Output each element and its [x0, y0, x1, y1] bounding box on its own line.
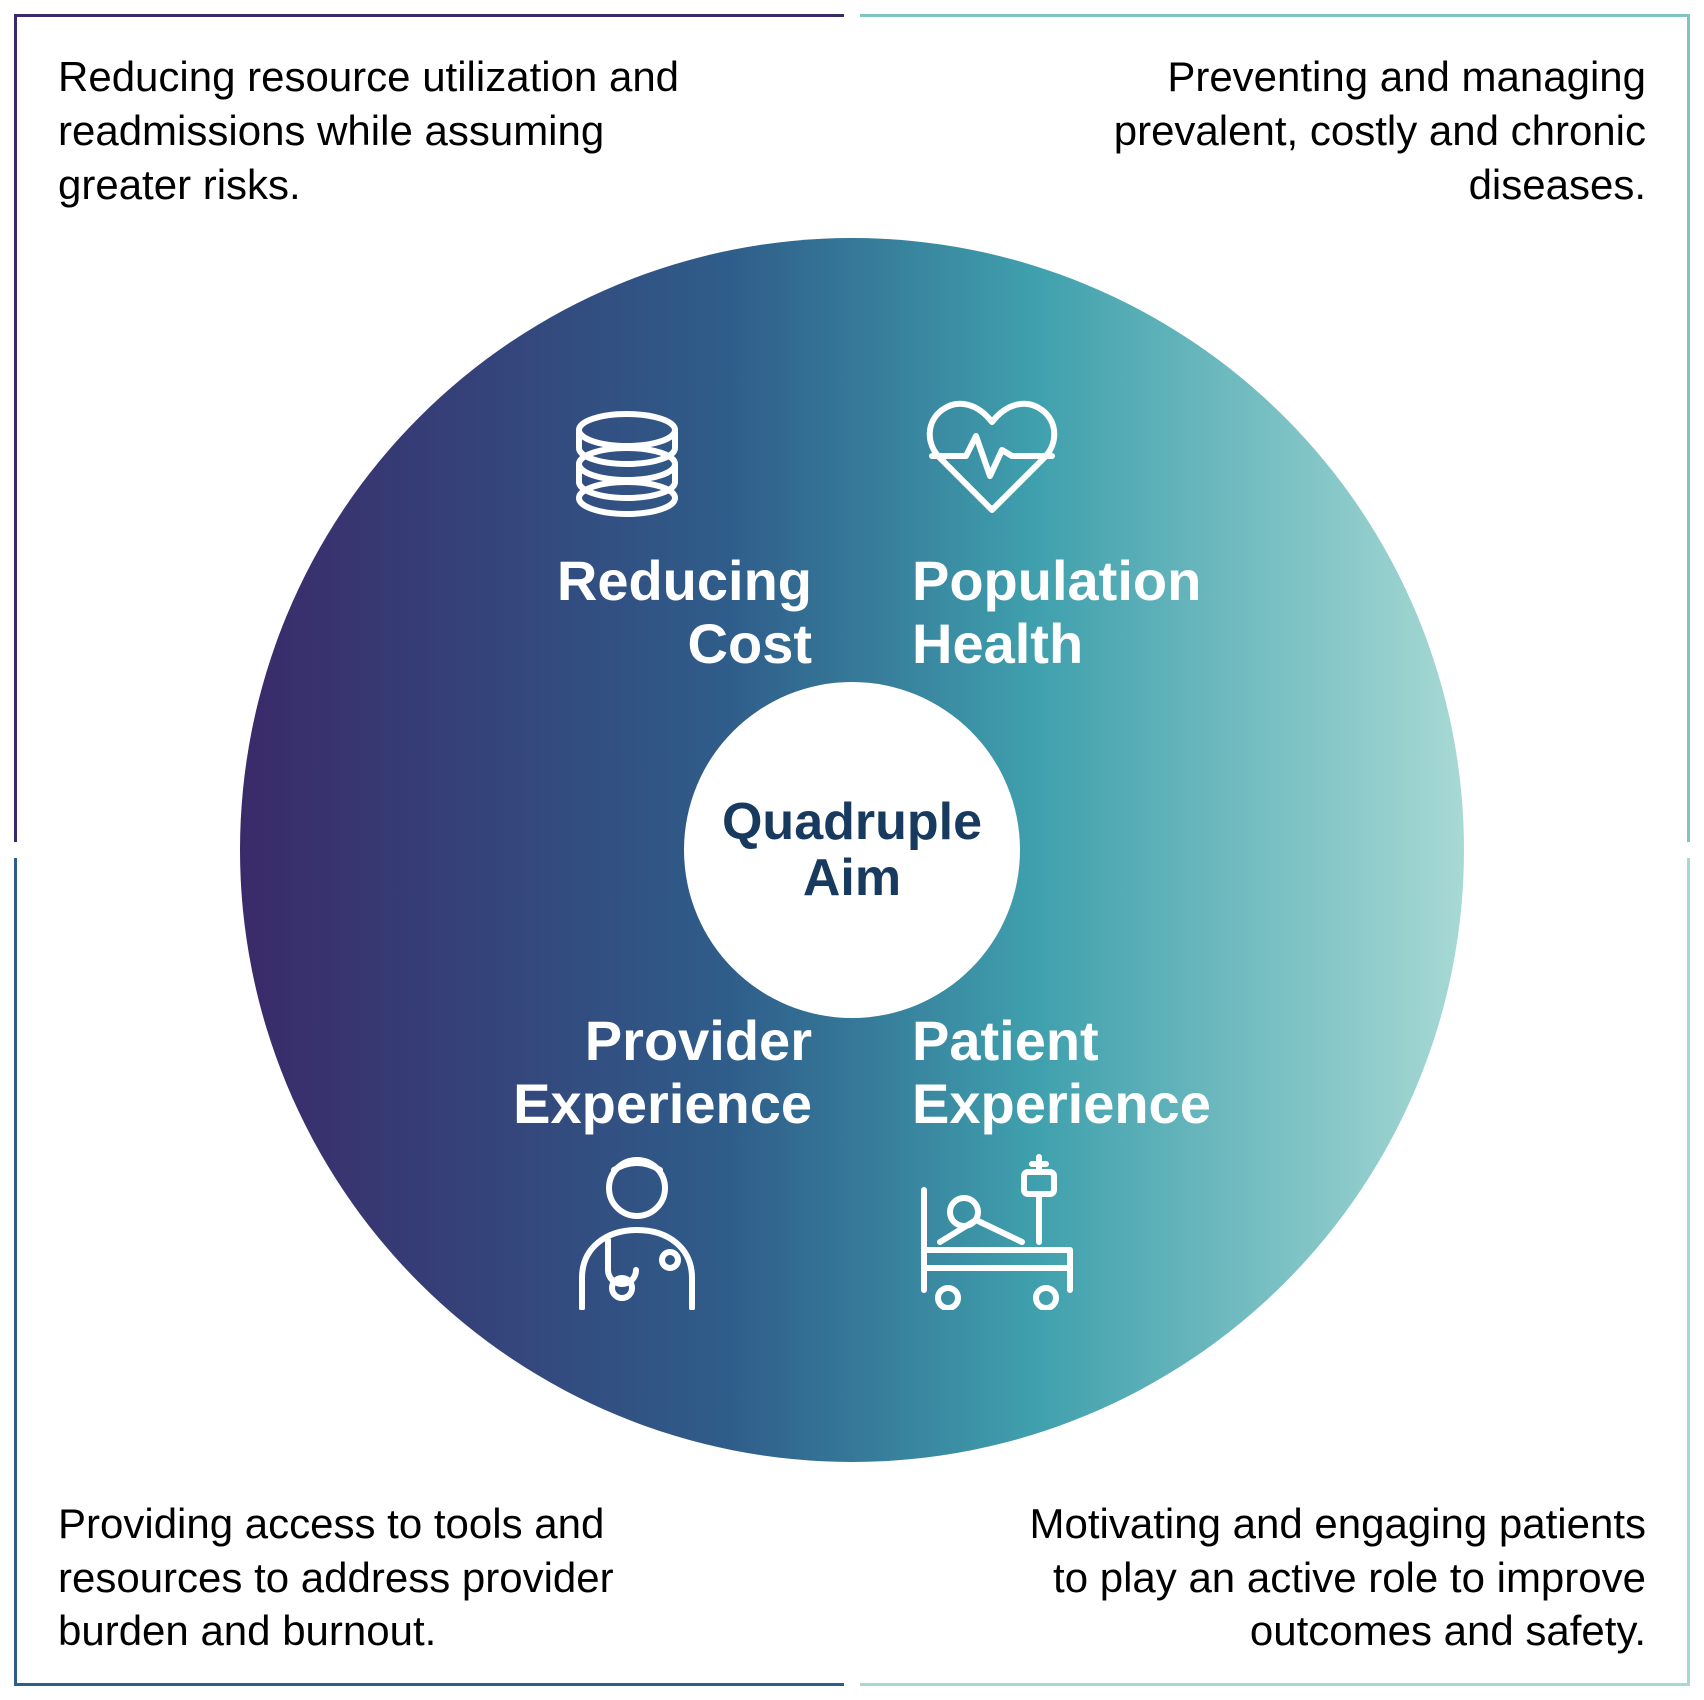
- label-line: Provider: [585, 1009, 812, 1072]
- doctor-icon: [562, 1150, 712, 1310]
- label-line: Health: [912, 612, 1083, 675]
- patient-bed-icon: [912, 1150, 1082, 1310]
- desc-population-health: Preventing and managing prevalent, costl…: [1006, 50, 1646, 211]
- center-label-line: Aim: [803, 849, 901, 907]
- label-line: Population: [912, 549, 1201, 612]
- center-label-line: Quadruple: [722, 793, 982, 851]
- label-line: Experience: [513, 1072, 812, 1135]
- desc-reducing-cost: Reducing resource utilization and readmi…: [58, 50, 698, 211]
- label-line: Cost: [688, 612, 812, 675]
- label-provider-experience: Provider Experience: [513, 1010, 812, 1135]
- label-patient-experience: Patient Experience: [912, 1010, 1211, 1135]
- quadruple-aim-diagram: Reducing resource utilization and readmi…: [0, 0, 1704, 1700]
- label-population-health: Population Health: [912, 550, 1201, 675]
- circle-wrap: Reducing Cost Population Health Provider…: [232, 230, 1472, 1470]
- label-reducing-cost: Reducing Cost: [557, 550, 812, 675]
- label-line: Patient: [912, 1009, 1099, 1072]
- label-line: Experience: [912, 1072, 1211, 1135]
- coins-icon: [562, 400, 692, 520]
- heart-pulse-icon: [922, 400, 1062, 520]
- desc-provider-experience: Providing access to tools and resources …: [58, 1497, 698, 1658]
- center-circle: Quadruple Aim: [684, 682, 1020, 1018]
- label-line: Reducing: [557, 549, 812, 612]
- desc-patient-experience: Motivating and engaging patients to play…: [1006, 1497, 1646, 1658]
